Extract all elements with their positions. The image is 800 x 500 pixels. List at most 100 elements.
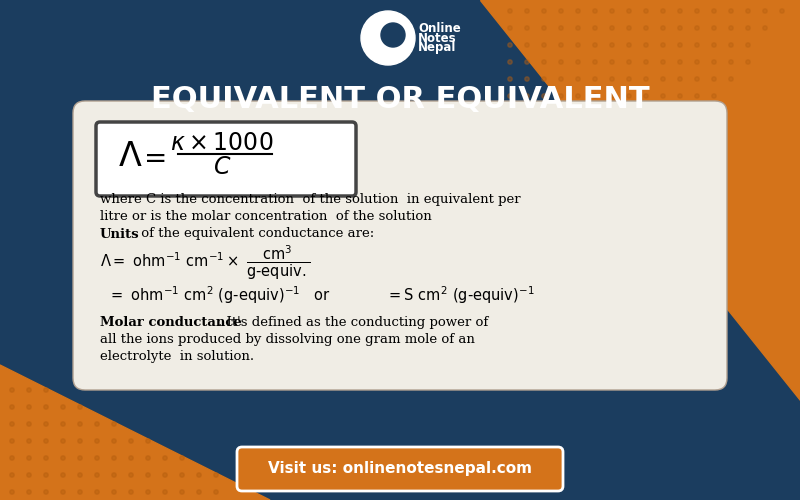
Circle shape xyxy=(661,145,666,149)
Circle shape xyxy=(508,60,512,64)
Circle shape xyxy=(112,456,116,460)
Circle shape xyxy=(44,473,48,477)
Text: Nepal: Nepal xyxy=(418,40,456,54)
Circle shape xyxy=(44,439,48,443)
Circle shape xyxy=(627,77,631,81)
Circle shape xyxy=(542,196,546,200)
Circle shape xyxy=(112,473,116,477)
Circle shape xyxy=(508,332,512,336)
Text: Visit us: onlinenotesnepal.com: Visit us: onlinenotesnepal.com xyxy=(268,462,532,476)
Circle shape xyxy=(627,128,631,132)
Circle shape xyxy=(542,128,546,132)
Circle shape xyxy=(27,490,31,494)
Circle shape xyxy=(27,405,31,409)
Circle shape xyxy=(94,439,99,443)
Text: Units: Units xyxy=(100,228,140,240)
Circle shape xyxy=(78,422,82,426)
Circle shape xyxy=(525,43,530,47)
Circle shape xyxy=(61,490,66,494)
Circle shape xyxy=(661,43,666,47)
Circle shape xyxy=(644,128,648,132)
Circle shape xyxy=(78,439,82,443)
Circle shape xyxy=(44,422,48,426)
Circle shape xyxy=(542,77,546,81)
Circle shape xyxy=(576,145,580,149)
Circle shape xyxy=(610,111,614,115)
Text: $=$: $=$ xyxy=(138,144,166,171)
Circle shape xyxy=(712,43,716,47)
Circle shape xyxy=(576,196,580,200)
Text: Notes: Notes xyxy=(418,32,457,44)
Circle shape xyxy=(610,43,614,47)
Circle shape xyxy=(661,77,666,81)
Circle shape xyxy=(678,94,682,98)
Circle shape xyxy=(610,230,614,234)
Text: . It's defined as the conducting power of: . It's defined as the conducting power o… xyxy=(218,316,488,329)
Circle shape xyxy=(576,26,580,30)
Circle shape xyxy=(10,422,14,426)
Text: $\Lambda = \ \mathrm{ohm}^{-1} \ \mathrm{cm}^{-1} \times \ \dfrac{\mathrm{cm}^3}: $\Lambda = \ \mathrm{ohm}^{-1} \ \mathrm… xyxy=(100,244,310,282)
Circle shape xyxy=(712,26,716,30)
Circle shape xyxy=(678,77,682,81)
Circle shape xyxy=(197,473,202,477)
Circle shape xyxy=(746,26,750,30)
Circle shape xyxy=(576,264,580,268)
Circle shape xyxy=(508,145,512,149)
Circle shape xyxy=(525,213,530,217)
Circle shape xyxy=(508,230,512,234)
Circle shape xyxy=(610,94,614,98)
Circle shape xyxy=(525,230,530,234)
Circle shape xyxy=(78,456,82,460)
Circle shape xyxy=(508,9,512,13)
Circle shape xyxy=(94,422,99,426)
Circle shape xyxy=(610,60,614,64)
Circle shape xyxy=(627,111,631,115)
Circle shape xyxy=(661,26,666,30)
Circle shape xyxy=(129,456,133,460)
Circle shape xyxy=(593,179,597,183)
Circle shape xyxy=(61,422,66,426)
Circle shape xyxy=(27,473,31,477)
Circle shape xyxy=(644,145,648,149)
Circle shape xyxy=(94,490,99,494)
Circle shape xyxy=(694,60,699,64)
Circle shape xyxy=(661,9,666,13)
Circle shape xyxy=(44,490,48,494)
Circle shape xyxy=(508,349,512,353)
Circle shape xyxy=(644,43,648,47)
Circle shape xyxy=(746,60,750,64)
Circle shape xyxy=(163,456,167,460)
Circle shape xyxy=(542,94,546,98)
Circle shape xyxy=(644,60,648,64)
Circle shape xyxy=(112,422,116,426)
Circle shape xyxy=(694,43,699,47)
Circle shape xyxy=(508,281,512,285)
Circle shape xyxy=(661,128,666,132)
Circle shape xyxy=(593,77,597,81)
Circle shape xyxy=(361,11,415,65)
Circle shape xyxy=(644,179,648,183)
Circle shape xyxy=(627,60,631,64)
Circle shape xyxy=(661,94,666,98)
Circle shape xyxy=(558,43,563,47)
Circle shape xyxy=(525,332,530,336)
Circle shape xyxy=(576,247,580,251)
Circle shape xyxy=(644,162,648,166)
Text: litre or is the molar concentration  of the solution: litre or is the molar concentration of t… xyxy=(100,210,432,224)
Circle shape xyxy=(525,264,530,268)
Circle shape xyxy=(508,77,512,81)
Circle shape xyxy=(542,298,546,302)
Circle shape xyxy=(542,230,546,234)
Circle shape xyxy=(729,43,734,47)
Circle shape xyxy=(146,490,150,494)
Circle shape xyxy=(10,490,14,494)
Circle shape xyxy=(678,43,682,47)
Circle shape xyxy=(610,179,614,183)
Circle shape xyxy=(593,111,597,115)
Circle shape xyxy=(610,128,614,132)
Circle shape xyxy=(180,473,184,477)
Circle shape xyxy=(197,490,202,494)
Circle shape xyxy=(542,26,546,30)
Circle shape xyxy=(610,213,614,217)
Circle shape xyxy=(61,439,66,443)
